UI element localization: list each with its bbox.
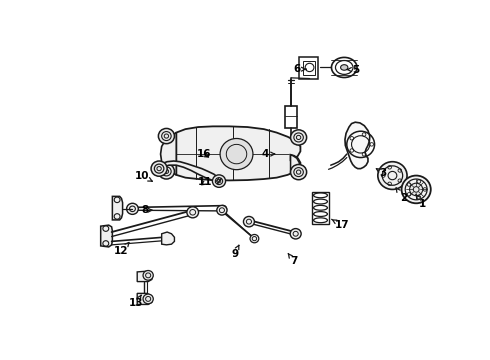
Bar <box>313 192 328 224</box>
Polygon shape <box>100 225 112 247</box>
Text: 1: 1 <box>416 194 426 209</box>
Circle shape <box>290 229 301 239</box>
Ellipse shape <box>341 65 348 70</box>
Text: 8: 8 <box>141 205 152 215</box>
Polygon shape <box>161 132 176 175</box>
Text: 5: 5 <box>347 64 360 75</box>
Bar <box>303 60 315 75</box>
Text: 16: 16 <box>196 149 211 159</box>
Text: 13: 13 <box>129 295 144 308</box>
Polygon shape <box>158 161 220 183</box>
Circle shape <box>410 183 423 196</box>
Circle shape <box>250 234 259 243</box>
Circle shape <box>187 207 198 218</box>
Circle shape <box>291 165 307 180</box>
Polygon shape <box>112 196 122 220</box>
Bar <box>299 57 318 78</box>
Polygon shape <box>162 232 174 245</box>
Circle shape <box>291 130 307 145</box>
Polygon shape <box>137 271 152 282</box>
Polygon shape <box>176 126 300 180</box>
Text: 4: 4 <box>261 149 275 159</box>
Text: 12: 12 <box>114 242 129 256</box>
Text: 6: 6 <box>293 64 306 74</box>
Polygon shape <box>291 155 299 173</box>
Circle shape <box>220 139 253 170</box>
Circle shape <box>143 294 153 304</box>
Text: 7: 7 <box>288 253 298 266</box>
Circle shape <box>213 175 225 187</box>
Text: 10: 10 <box>134 171 152 181</box>
Circle shape <box>143 270 153 280</box>
Text: 2: 2 <box>396 188 407 203</box>
Circle shape <box>244 216 254 227</box>
Circle shape <box>126 203 138 214</box>
Circle shape <box>402 176 431 203</box>
Circle shape <box>158 129 174 144</box>
Polygon shape <box>345 122 370 168</box>
Bar <box>286 105 297 128</box>
Circle shape <box>217 205 227 215</box>
Text: 17: 17 <box>332 219 349 230</box>
Circle shape <box>378 162 407 189</box>
Text: 3: 3 <box>376 168 387 178</box>
Text: 9: 9 <box>231 245 239 258</box>
Circle shape <box>158 164 174 179</box>
Circle shape <box>220 205 227 212</box>
Polygon shape <box>137 293 152 305</box>
Text: 11: 11 <box>198 177 212 188</box>
Circle shape <box>151 161 167 176</box>
